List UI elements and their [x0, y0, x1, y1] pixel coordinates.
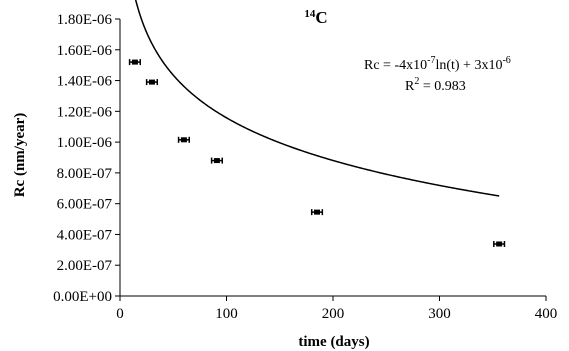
data-points: [128, 59, 506, 247]
fit-r-squared: R2 = 0.983: [405, 76, 466, 94]
data-point: [213, 158, 220, 164]
y-tick-label: 4.00E-07: [57, 227, 113, 243]
x-axis-ticks: 0 100 200 300 400: [116, 296, 557, 322]
y-tick-label: 2.00E-07: [57, 258, 113, 274]
fit-equation: Rc = -4x10-7ln(t) + 3x10-6: [364, 55, 511, 73]
y-tick-label: 1.00E-06: [57, 135, 113, 151]
data-point: [180, 137, 187, 143]
y-tick-label: 1.40E-06: [57, 74, 113, 90]
title-superscript: 14: [304, 8, 316, 20]
chart-title: 14C: [304, 8, 327, 27]
data-point: [131, 59, 138, 65]
y-tick-label: 1.80E-06: [57, 12, 113, 28]
x-tick-label: 0: [116, 306, 124, 322]
data-point: [148, 79, 155, 85]
y-axis-label: Rc (nm/year): [12, 113, 28, 198]
y-tick-label: 1.20E-06: [57, 104, 113, 120]
x-tick-label: 400: [535, 306, 558, 322]
y-tick-label: 8.00E-07: [57, 166, 113, 182]
data-point: [496, 241, 503, 247]
y-tick-label: 1.60E-06: [57, 43, 113, 59]
x-tick-label: 300: [428, 306, 451, 322]
log-fit-curve: [134, 0, 500, 197]
y-tick-label: 0.00E+00: [53, 289, 112, 305]
y-tick-label: 6.00E-07: [57, 197, 113, 213]
y-axis-ticks: 0.00E+00 2.00E-07 4.00E-07 6.00E-07 8.00E-07…: [53, 12, 120, 305]
data-point: [314, 209, 321, 215]
title-main: C: [315, 8, 327, 27]
x-axis-label: time (days): [298, 334, 369, 350]
x-tick-label: 100: [215, 306, 238, 322]
x-tick-label: 200: [322, 306, 345, 322]
